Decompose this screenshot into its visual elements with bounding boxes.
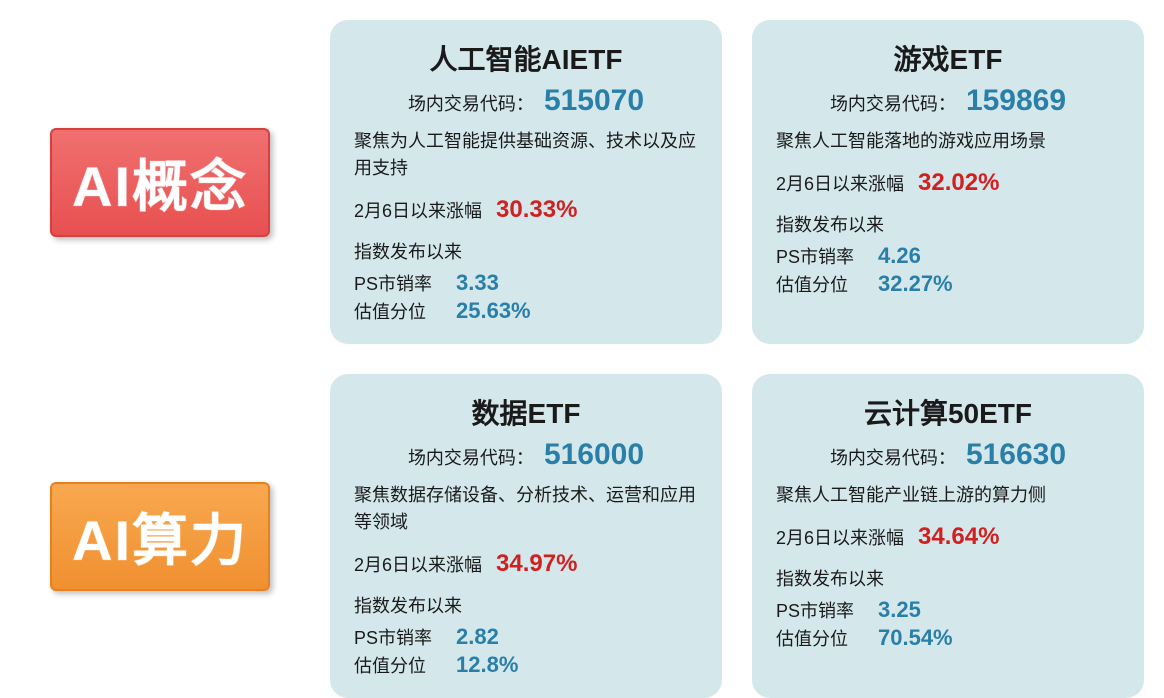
valuation-value: 70.54% [878, 625, 953, 651]
gain-row: 2月6日以来涨幅 32.02% [776, 169, 1120, 197]
gain-value: 30.33% [496, 196, 577, 224]
index-header: 指数发布以来 [776, 565, 1120, 591]
code-row: 场内交易代码： 516630 [776, 438, 1120, 472]
ps-label: PS市销率 [776, 243, 858, 269]
valuation-value: 32.27% [878, 271, 953, 297]
card-description: 聚焦人工智能落地的游戏应用场景 [776, 128, 1120, 155]
gain-value: 34.97% [496, 550, 577, 578]
ps-label: PS市销率 [354, 270, 436, 296]
code-value: 516630 [966, 438, 1066, 472]
gain-label: 2月6日以来涨幅 [354, 551, 482, 577]
valuation-value: 12.8% [456, 652, 518, 678]
gain-label: 2月6日以来涨幅 [776, 524, 904, 550]
card-ai-etf: 人工智能AIETF 场内交易代码： 515070 聚焦为人工智能提供基础资源、技… [330, 20, 722, 344]
code-label: 场内交易代码： [830, 444, 956, 470]
gain-value: 34.64% [918, 523, 999, 551]
code-label: 场内交易代码： [408, 90, 534, 116]
ps-label: PS市销率 [354, 624, 436, 650]
gain-label: 2月6日以来涨幅 [354, 197, 482, 223]
valuation-value: 25.63% [456, 298, 531, 324]
category-ai-concept: AI概念 [50, 128, 270, 237]
valuation-label: 估值分位 [354, 652, 436, 678]
valuation-row: 估值分位 70.54% [776, 625, 1120, 651]
code-row: 场内交易代码： 159869 [776, 84, 1120, 118]
gain-row: 2月6日以来涨幅 34.97% [354, 550, 698, 578]
card-title: 云计算50ETF [776, 392, 1120, 432]
code-label: 场内交易代码： [408, 444, 534, 470]
code-value: 515070 [544, 84, 644, 118]
card-description: 聚焦数据存储设备、分析技术、运营和应用等领域 [354, 482, 698, 536]
gain-label: 2月6日以来涨幅 [776, 170, 904, 196]
code-label: 场内交易代码： [830, 90, 956, 116]
ps-value: 4.26 [878, 243, 921, 269]
ps-value: 3.33 [456, 270, 499, 296]
index-header: 指数发布以来 [354, 238, 698, 264]
code-value: 516000 [544, 438, 644, 472]
card-title: 游戏ETF [776, 38, 1120, 78]
card-cloud-etf: 云计算50ETF 场内交易代码： 516630 聚焦人工智能产业链上游的算力侧 … [752, 374, 1144, 698]
ps-value: 3.25 [878, 597, 921, 623]
index-header: 指数发布以来 [776, 211, 1120, 237]
index-header: 指数发布以来 [354, 592, 698, 618]
card-data-etf: 数据ETF 场内交易代码： 516000 聚焦数据存储设备、分析技术、运营和应用… [330, 374, 722, 698]
ps-row: PS市销率 4.26 [776, 243, 1120, 269]
code-row: 场内交易代码： 515070 [354, 84, 698, 118]
ps-row: PS市销率 3.33 [354, 270, 698, 296]
card-title: 数据ETF [354, 392, 698, 432]
ps-value: 2.82 [456, 624, 499, 650]
gain-value: 32.02% [918, 169, 999, 197]
card-description: 聚焦人工智能产业链上游的算力侧 [776, 482, 1120, 509]
gain-row: 2月6日以来涨幅 34.64% [776, 523, 1120, 551]
valuation-row: 估值分位 25.63% [354, 298, 698, 324]
valuation-row: 估值分位 12.8% [354, 652, 698, 678]
code-row: 场内交易代码： 516000 [354, 438, 698, 472]
card-description: 聚焦为人工智能提供基础资源、技术以及应用支持 [354, 128, 698, 182]
valuation-label: 估值分位 [776, 625, 858, 651]
ps-row: PS市销率 3.25 [776, 597, 1120, 623]
infographic-grid: AI概念 人工智能AIETF 场内交易代码： 515070 聚焦为人工智能提供基… [20, 20, 1144, 661]
code-value: 159869 [966, 84, 1066, 118]
valuation-label: 估值分位 [354, 298, 436, 324]
valuation-row: 估值分位 32.27% [776, 271, 1120, 297]
ps-label: PS市销率 [776, 597, 858, 623]
card-game-etf: 游戏ETF 场内交易代码： 159869 聚焦人工智能落地的游戏应用场景 2月6… [752, 20, 1144, 344]
card-title: 人工智能AIETF [354, 38, 698, 78]
valuation-label: 估值分位 [776, 271, 858, 297]
gain-row: 2月6日以来涨幅 30.33% [354, 196, 698, 224]
category-ai-compute: AI算力 [50, 482, 270, 591]
ps-row: PS市销率 2.82 [354, 624, 698, 650]
